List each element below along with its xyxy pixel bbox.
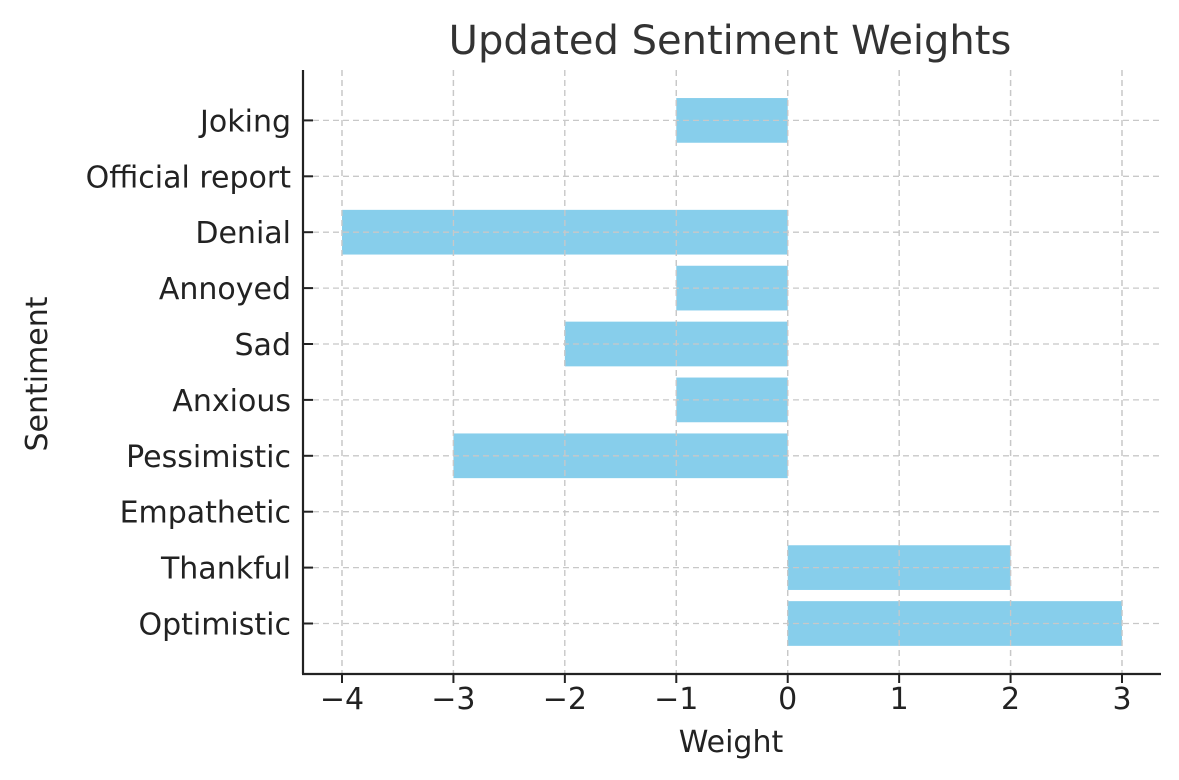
y-tick-label: Empathetic bbox=[120, 496, 291, 531]
bars-layer bbox=[303, 70, 1161, 674]
x-ticks: −4 −3 −2 −1 0 1 2 3 bbox=[320, 674, 1132, 717]
x-tick-label: 3 bbox=[1112, 682, 1131, 717]
x-tick-label: 0 bbox=[778, 682, 797, 717]
bar-pessimistic bbox=[453, 433, 788, 479]
y-tick-label: Thankful bbox=[160, 552, 291, 587]
y-axis-label: Sentiment bbox=[20, 296, 55, 451]
y-tick-label: Sad bbox=[235, 328, 291, 363]
x-tick-label: 1 bbox=[890, 682, 909, 717]
x-tick-label: −2 bbox=[543, 682, 587, 717]
y-tick-label: Annoyed bbox=[159, 272, 291, 307]
y-tick-label: Joking bbox=[198, 104, 291, 139]
x-tick-label: −1 bbox=[654, 682, 698, 717]
y-ticks: Optimistic Thankful Empathetic Pessimistic A… bbox=[86, 104, 313, 643]
chart-title: Updated Sentiment Weights bbox=[449, 18, 1012, 64]
x-tick-label: 2 bbox=[1001, 682, 1020, 717]
y-tick-label: Denial bbox=[195, 216, 291, 251]
x-tick-label: −4 bbox=[320, 682, 364, 717]
axes-layer bbox=[301, 70, 1161, 676]
x-axis-label: Weight bbox=[679, 725, 784, 760]
y-tick-label: Official report bbox=[86, 160, 292, 195]
y-tick-label: Optimistic bbox=[138, 608, 291, 643]
y-tick-label: Pessimistic bbox=[126, 440, 291, 475]
x-tick-label: −3 bbox=[431, 682, 475, 717]
y-tick-label: Anxious bbox=[172, 384, 291, 419]
